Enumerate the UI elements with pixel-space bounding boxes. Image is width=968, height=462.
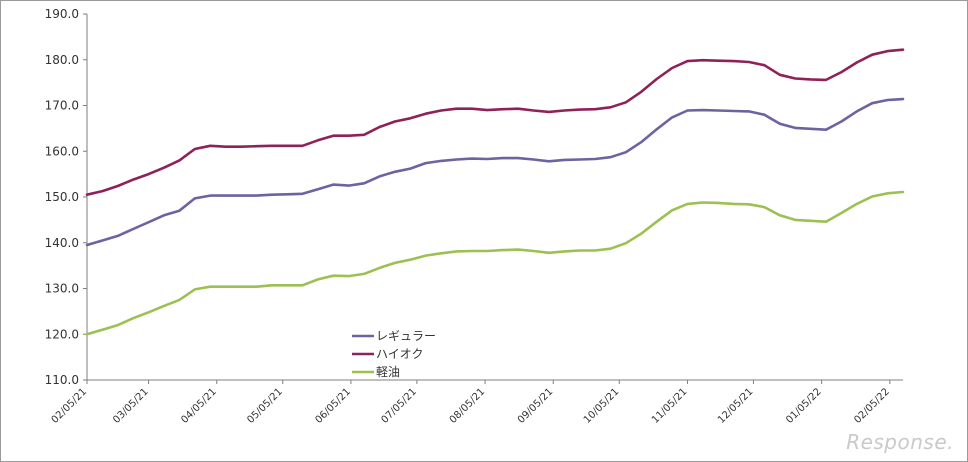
x-tick-label: 10/05/21 xyxy=(582,386,622,426)
x-tick-label: 09/05/21 xyxy=(516,386,556,426)
y-tick-label: 180.0 xyxy=(45,53,79,67)
x-axis: 02/05/21 03/05/21 04/05/21 05/05/21 06/05/21… xyxy=(50,379,903,426)
x-tick-label: 12/05/21 xyxy=(716,386,756,426)
x-tick-label: 11/05/21 xyxy=(650,386,690,426)
series-line-1 xyxy=(85,48,905,196)
x-tick-label: 08/05/21 xyxy=(448,386,488,426)
y-tick-label: 130.0 xyxy=(45,282,79,296)
y-tick-label: 150.0 xyxy=(45,190,79,204)
x-tick-label: 05/05/21 xyxy=(245,386,285,426)
x-tick-label: 04/05/21 xyxy=(179,386,219,426)
response-logo: Response. xyxy=(846,430,954,454)
legend-label-0: レギュラー xyxy=(376,329,436,343)
y-tick-label: 170.0 xyxy=(45,99,79,113)
x-tick-label: 02/05/21 xyxy=(50,386,90,426)
legend-label-2: 軽油 xyxy=(376,365,400,379)
x-tick-label: 02/05/22 xyxy=(852,386,892,426)
y-axis: 110.0 120.0 130.0 140.0 150.0 160.0 170.0 180.0… xyxy=(45,7,88,387)
x-tick-label: 07/05/21 xyxy=(379,386,419,426)
series-line-0 xyxy=(85,97,905,247)
x-tick-label: 06/05/21 xyxy=(314,386,354,426)
y-tick-label: 120.0 xyxy=(45,327,79,341)
series-lines xyxy=(85,48,905,336)
y-tick-label: 110.0 xyxy=(45,373,79,387)
y-tick-label: 190.0 xyxy=(45,7,79,21)
x-tick-label: 03/05/21 xyxy=(111,386,151,426)
x-tick-label: 01/05/22 xyxy=(784,386,824,426)
y-tick-label: 140.0 xyxy=(45,236,79,250)
series-line-2 xyxy=(85,190,905,336)
y-tick-label: 160.0 xyxy=(45,144,79,158)
legend-label-1: ハイオク xyxy=(376,347,424,361)
